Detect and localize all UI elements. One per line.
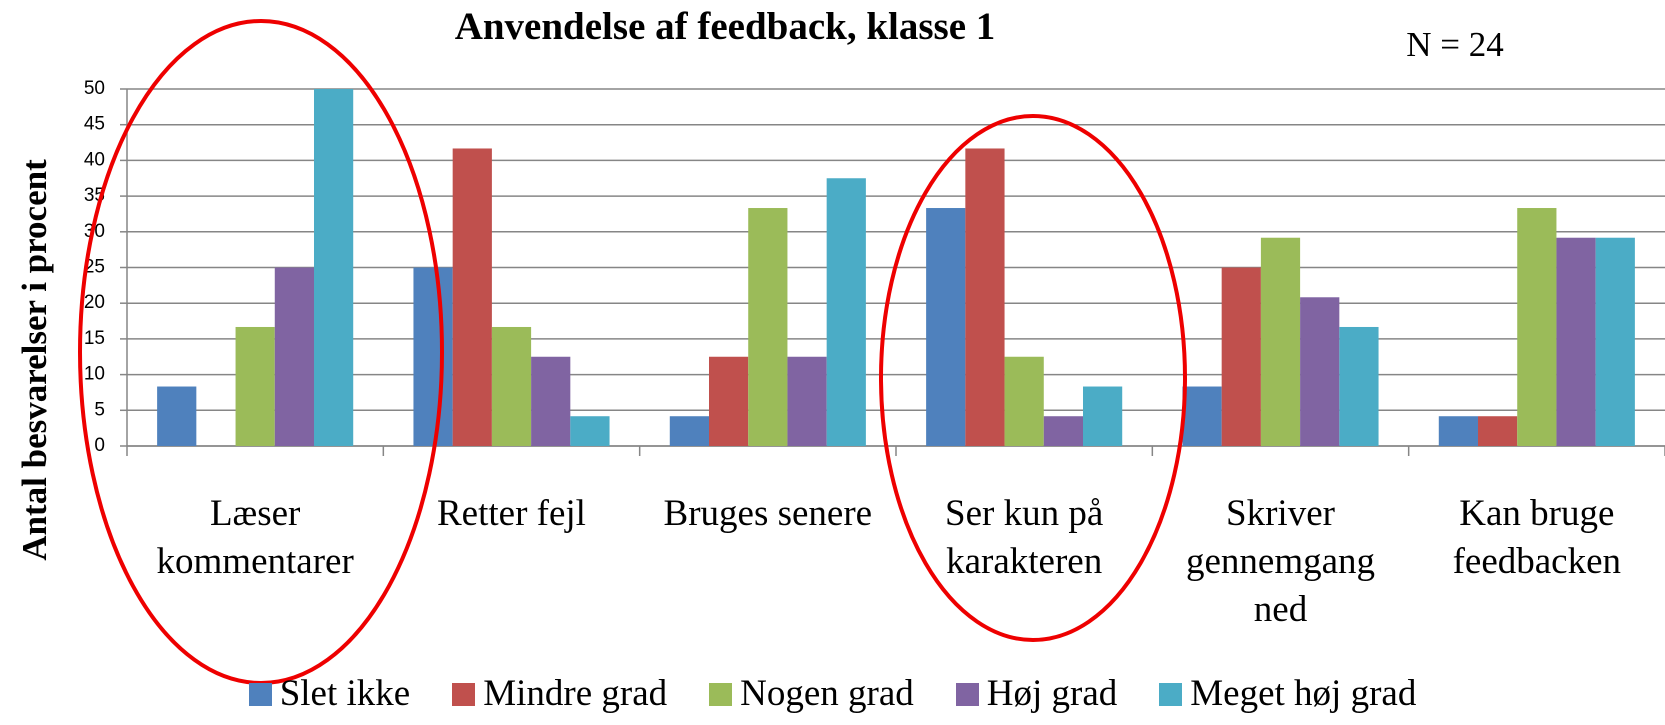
highlight-ellipse — [879, 114, 1187, 642]
y-tick-label: 0 — [94, 435, 105, 456]
legend-item: Meget høj grad — [1159, 672, 1416, 716]
annotation: N = 24 — [1406, 25, 1504, 64]
bar — [313, 89, 354, 446]
legend-swatch — [709, 682, 733, 706]
legend-item: Høj grad — [955, 672, 1118, 716]
legend-item: Nogen grad — [709, 672, 914, 716]
x-tick-label: Skriver gennemgang ned — [1185, 493, 1376, 630]
bar — [787, 356, 827, 446]
legend-swatch — [955, 682, 979, 706]
x-tick-label: Læser kommentarer — [156, 493, 354, 582]
bar — [531, 356, 571, 446]
legend-swatch — [452, 682, 476, 706]
bar — [1182, 386, 1222, 446]
x-tick-label: Retter fejl — [437, 493, 586, 534]
bar — [748, 208, 788, 446]
y-tick-label: 25 — [84, 257, 105, 278]
bar — [926, 208, 966, 446]
legend-label: Mindre grad — [483, 673, 668, 714]
legend-item: Mindre grad — [452, 672, 667, 716]
y-tick-label: 20 — [84, 292, 105, 313]
legend: Slet ikke Mindre grad Nogen grad Høj grad Me… — [0, 672, 1665, 716]
y-tick-label: 45 — [84, 114, 105, 135]
bar — [491, 326, 532, 446]
bar — [1339, 326, 1379, 446]
y-tick-label: 5 — [94, 399, 105, 420]
bar — [1517, 208, 1557, 446]
bar — [570, 416, 610, 446]
bar — [1221, 267, 1261, 446]
legend-label: Nogen grad — [740, 673, 914, 714]
y-tick-label: 40 — [84, 149, 105, 170]
bar — [452, 148, 492, 446]
y-tick-label: 15 — [84, 328, 105, 349]
x-tick-label: Ser kun på karakteren — [945, 493, 1104, 582]
bar — [235, 326, 275, 446]
bar — [826, 178, 866, 446]
legend-label: Slet ikke — [279, 673, 411, 714]
x-tick-label: Bruges senere — [663, 493, 873, 534]
legend-swatch — [1159, 682, 1183, 706]
bar — [709, 356, 749, 446]
bar — [1438, 416, 1479, 446]
bar — [1478, 416, 1518, 446]
bar — [1300, 297, 1340, 446]
legend-label: Meget høj grad — [1190, 673, 1417, 714]
x-tick-label: Kan bruge feedbacken — [1452, 493, 1622, 582]
y-tick-label: 50 — [84, 78, 105, 99]
bar — [1004, 356, 1044, 446]
y-axis-label: Antal besvarelser i procent — [15, 159, 54, 561]
bar — [1043, 416, 1083, 446]
chart-title: Anvendelse af feedback, klasse 1 — [455, 5, 996, 48]
bar — [274, 267, 314, 446]
bar — [965, 148, 1005, 446]
legend-label: Høj grad — [986, 673, 1118, 714]
legend-item: Slet ikke — [248, 672, 411, 716]
bar — [669, 416, 710, 446]
bar — [413, 267, 453, 446]
bar — [1556, 237, 1596, 446]
bar — [1595, 237, 1635, 446]
bar — [1082, 386, 1123, 446]
legend-swatch — [248, 682, 272, 706]
bar — [157, 386, 197, 446]
bar — [1260, 237, 1301, 446]
y-tick-label: 10 — [84, 364, 105, 385]
